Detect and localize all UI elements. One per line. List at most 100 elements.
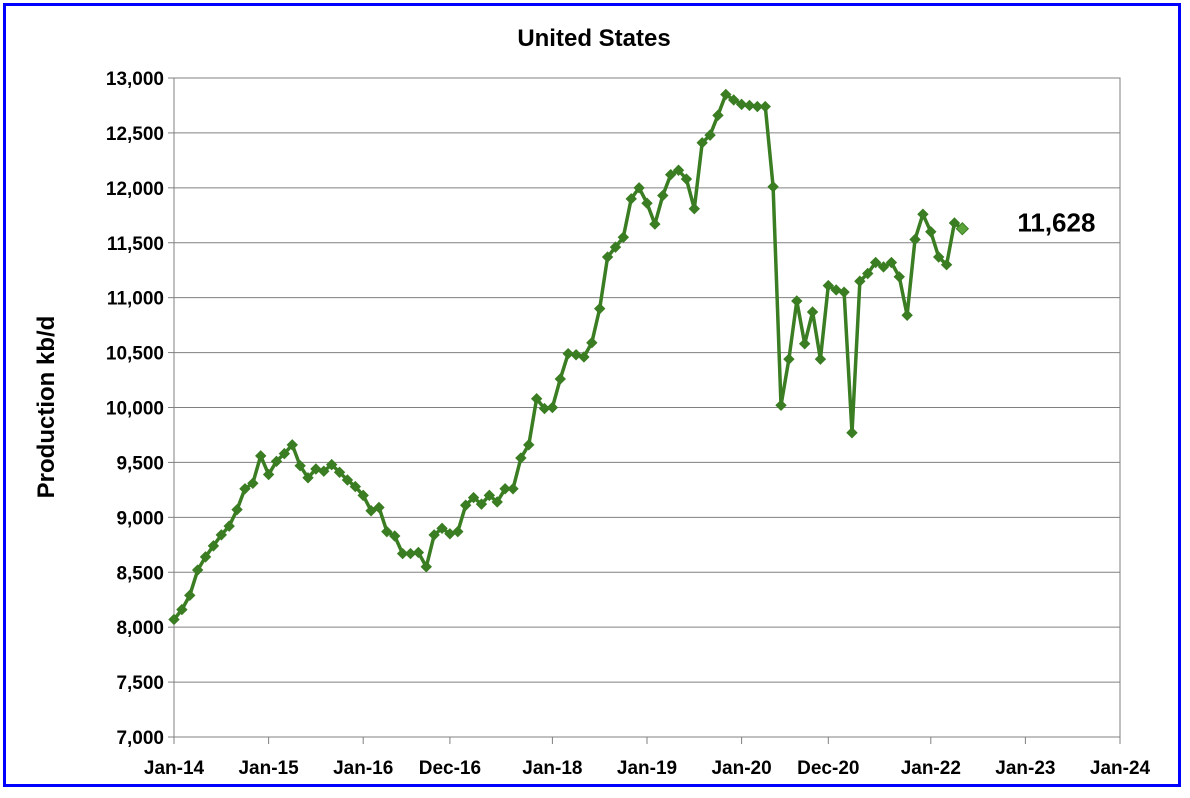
data-point bbox=[373, 501, 385, 514]
data-point bbox=[901, 309, 913, 321]
x-tick-label: Jan-14 bbox=[144, 758, 205, 779]
x-tick-label: Jan-24 bbox=[1090, 758, 1151, 779]
data-point bbox=[735, 98, 748, 111]
data-point bbox=[207, 540, 220, 552]
data-point bbox=[649, 218, 661, 230]
data-point bbox=[586, 336, 598, 349]
data-point bbox=[838, 286, 850, 298]
x-tick-label: Jan-20 bbox=[711, 758, 771, 779]
data-point bbox=[396, 547, 409, 560]
data-point bbox=[499, 483, 511, 495]
data-point bbox=[562, 347, 574, 360]
data-point bbox=[546, 401, 559, 414]
data-point bbox=[720, 88, 732, 101]
y-tick-label: 8,500 bbox=[116, 563, 164, 584]
y-tick-label: 8,000 bbox=[116, 618, 164, 639]
x-tick-label: Jan-23 bbox=[995, 758, 1055, 779]
data-point bbox=[869, 256, 882, 269]
data-point bbox=[854, 275, 866, 287]
data-point bbox=[554, 373, 566, 385]
data-point bbox=[420, 561, 432, 573]
data-point bbox=[239, 483, 251, 495]
data-point bbox=[381, 525, 393, 538]
data-point bbox=[680, 173, 693, 185]
y-tick-label: 9,500 bbox=[116, 453, 164, 474]
data-point bbox=[578, 351, 590, 363]
data-point bbox=[191, 564, 204, 576]
data-point bbox=[688, 202, 701, 215]
data-point bbox=[940, 259, 953, 271]
data-point bbox=[412, 546, 425, 559]
data-point bbox=[609, 241, 622, 253]
y-tick-label: 11,000 bbox=[107, 289, 164, 310]
data-markers bbox=[168, 88, 970, 626]
data-point bbox=[641, 197, 653, 209]
x-tick-label: Jan-15 bbox=[238, 758, 299, 779]
latest-data-point bbox=[955, 221, 970, 236]
x-tick-label: Jan-18 bbox=[522, 758, 582, 779]
data-point bbox=[791, 295, 803, 307]
data-point bbox=[389, 530, 401, 542]
data-point bbox=[625, 193, 637, 205]
data-point bbox=[814, 353, 827, 365]
y-tick-label: 12,000 bbox=[106, 179, 164, 200]
data-point bbox=[948, 217, 961, 229]
data-point bbox=[657, 189, 669, 202]
data-point bbox=[932, 251, 945, 263]
y-tick-label: 10,500 bbox=[106, 344, 164, 365]
latest-value-annotation: 11,628 bbox=[1017, 208, 1095, 238]
data-point bbox=[601, 251, 614, 263]
data-point bbox=[436, 522, 448, 535]
data-point bbox=[846, 427, 858, 439]
data-point bbox=[530, 393, 543, 405]
data-point bbox=[255, 450, 267, 462]
data-point bbox=[333, 466, 346, 479]
data-point bbox=[798, 338, 811, 350]
y-tick-label: 7,500 bbox=[116, 673, 164, 694]
data-point bbox=[302, 472, 314, 484]
data-point bbox=[822, 279, 835, 292]
data-point bbox=[349, 480, 362, 493]
data-point bbox=[223, 520, 235, 532]
data-point bbox=[593, 302, 606, 315]
data-point bbox=[728, 94, 740, 106]
data-point bbox=[247, 477, 259, 489]
data-point bbox=[475, 498, 488, 510]
data-point bbox=[507, 483, 519, 495]
data-point bbox=[176, 603, 188, 616]
data-point bbox=[893, 271, 905, 283]
chart-title: United States bbox=[517, 25, 670, 52]
y-tick-label: 10,000 bbox=[106, 399, 164, 420]
data-point bbox=[633, 182, 645, 194]
data-point bbox=[783, 353, 795, 365]
data-point bbox=[231, 503, 243, 516]
data-point bbox=[325, 458, 338, 471]
data-point bbox=[467, 491, 480, 504]
data-point bbox=[759, 100, 771, 113]
y-tick-label: 13,000 bbox=[106, 69, 164, 90]
x-tick-label: Jan-19 bbox=[617, 758, 677, 779]
data-point bbox=[664, 168, 677, 181]
data-point bbox=[357, 489, 369, 502]
data-point bbox=[278, 447, 291, 460]
data-point bbox=[672, 164, 685, 176]
data-point bbox=[262, 468, 275, 481]
data-point bbox=[491, 496, 503, 508]
data-point bbox=[712, 109, 724, 122]
data-point bbox=[459, 499, 472, 511]
data-point bbox=[199, 551, 212, 563]
y-axis-label: Production kb/d bbox=[33, 316, 60, 499]
data-point bbox=[483, 489, 496, 502]
data-point bbox=[294, 460, 306, 472]
y-tick-label: 12,500 bbox=[106, 124, 164, 145]
data-point bbox=[215, 529, 228, 541]
data-point bbox=[184, 589, 196, 602]
data-point bbox=[341, 474, 354, 486]
data-point bbox=[909, 233, 921, 246]
y-tick-labels: 7,000 7,500 8,000 8,500 9,000 9,500 10,000 10,5… bbox=[106, 69, 174, 749]
data-point bbox=[743, 99, 756, 112]
data-point bbox=[318, 465, 330, 477]
data-point bbox=[877, 261, 890, 273]
data-point bbox=[751, 100, 764, 113]
